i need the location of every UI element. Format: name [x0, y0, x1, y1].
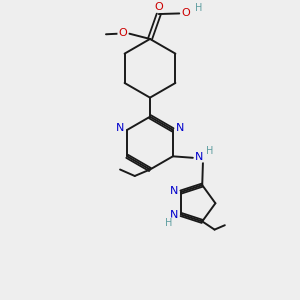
Text: N: N	[116, 124, 124, 134]
Text: O: O	[154, 2, 163, 12]
Text: N: N	[195, 152, 203, 162]
Text: H: H	[195, 3, 202, 13]
Text: O: O	[118, 28, 127, 38]
Text: H: H	[165, 218, 172, 228]
Text: N: N	[176, 124, 184, 134]
Text: H: H	[206, 146, 214, 156]
Text: N: N	[169, 186, 178, 196]
Text: O: O	[182, 8, 190, 18]
Text: N: N	[170, 210, 178, 220]
